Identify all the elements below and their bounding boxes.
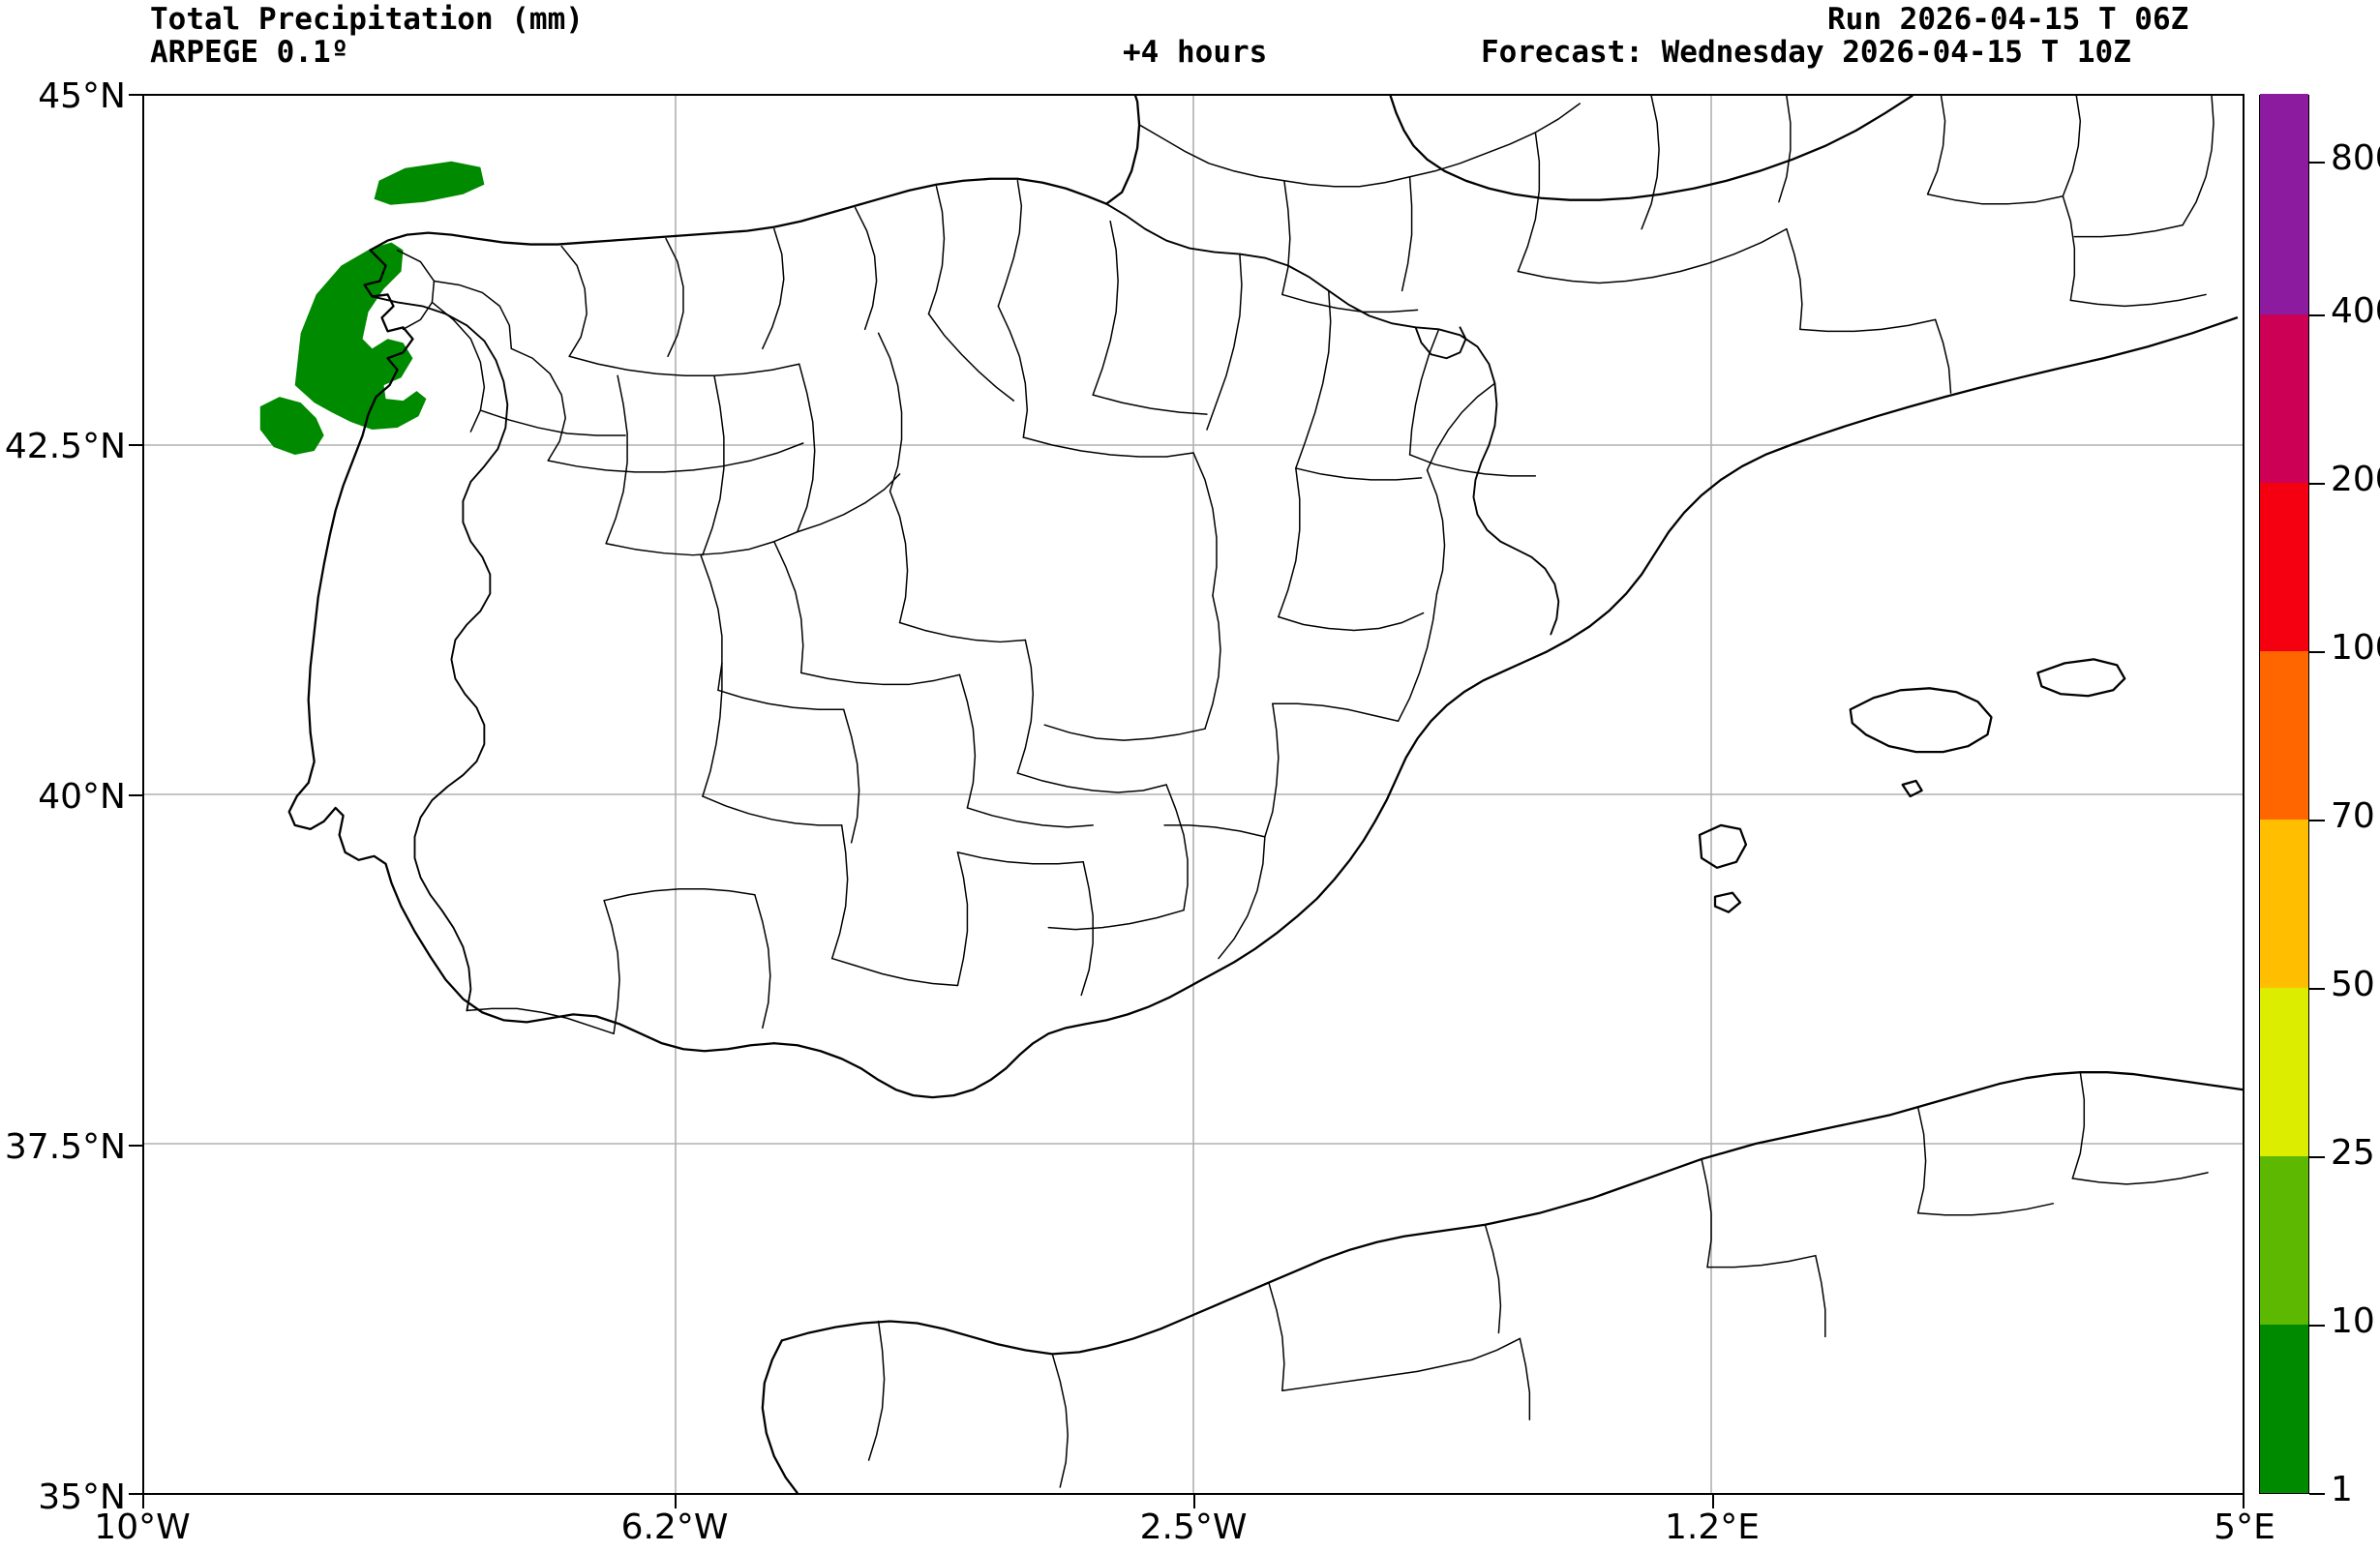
colorbar-band-100-200 bbox=[2260, 483, 2308, 651]
colorbar-band-10-25 bbox=[2260, 1156, 2308, 1325]
graticule-gridlines bbox=[144, 96, 2243, 1493]
y-tick-label-45n: 45°N bbox=[38, 76, 126, 116]
colorbar-label-50: 50 bbox=[2331, 965, 2375, 1004]
y-tick-mark-35n bbox=[129, 1493, 142, 1495]
colorbar-tick-10 bbox=[2309, 1325, 2325, 1327]
y-tick-mark-425n bbox=[129, 444, 142, 446]
y-tick-label-375n: 37.5°N bbox=[4, 1127, 126, 1167]
colorbar-label-25: 25 bbox=[2331, 1133, 2375, 1173]
colorbar-label-200: 200 bbox=[2331, 460, 2380, 499]
colorbar-tick-25 bbox=[2309, 1156, 2325, 1158]
lead-time-label: +4 hours bbox=[1123, 35, 1268, 70]
map-plot-area bbox=[142, 94, 2244, 1495]
x-tick-label-25w: 2.5°W bbox=[1139, 1507, 1248, 1547]
map-canvas bbox=[144, 96, 2243, 1493]
colorbar-tick-70 bbox=[2309, 820, 2325, 821]
x-tick-label-12e: 1.2°E bbox=[1665, 1507, 1760, 1547]
y-tick-label-425n: 42.5°N bbox=[4, 427, 126, 466]
colorbar-label-10: 10 bbox=[2331, 1301, 2375, 1341]
country-borders bbox=[371, 202, 1560, 1012]
colorbar-band-25-50 bbox=[2260, 988, 2308, 1156]
colorbar-label-100: 100 bbox=[2331, 628, 2380, 668]
x-tick-mark-10w bbox=[142, 1495, 144, 1508]
colorbar-band-1-10 bbox=[2260, 1325, 2308, 1493]
y-tick-label-35n: 35°N bbox=[38, 1477, 126, 1517]
page-title: Total Precipitation (mm) bbox=[150, 2, 584, 37]
colorbar-label-400: 400 bbox=[2331, 291, 2380, 331]
province-borders bbox=[396, 96, 2214, 1488]
colorbar-tick-100 bbox=[2309, 651, 2325, 653]
chart-header: Total Precipitation (mm) ARPEGE 0.1º +4 … bbox=[0, 0, 2380, 70]
forecast-valid-label: Forecast: Wednesday 2026-04-15 T 10Z bbox=[1481, 35, 2131, 70]
x-tick-label-5e: 5°E bbox=[2214, 1507, 2275, 1547]
colorbar-tick-1 bbox=[2309, 1493, 2325, 1495]
colorbar-band-400-800 bbox=[2260, 94, 2308, 314]
colorbar-tick-50 bbox=[2309, 988, 2325, 990]
model-label: ARPEGE 0.1º bbox=[150, 35, 349, 70]
colorbar-label-70: 70 bbox=[2331, 796, 2375, 836]
colorbar-band-70-100 bbox=[2260, 651, 2308, 820]
colorbar-band-200-400 bbox=[2260, 314, 2308, 483]
colorbar-label-1: 1 bbox=[2331, 1470, 2353, 1509]
x-tick-mark-12e bbox=[1712, 1495, 1714, 1508]
x-tick-label-10w: 10°W bbox=[94, 1507, 191, 1547]
x-tick-mark-5e bbox=[2243, 1495, 2244, 1508]
colorbar bbox=[2259, 94, 2309, 1494]
y-tick-mark-375n bbox=[129, 1145, 142, 1147]
colorbar-tick-400 bbox=[2309, 314, 2325, 316]
y-tick-mark-40n bbox=[129, 794, 142, 796]
colorbar-label-800: 800 bbox=[2331, 138, 2380, 178]
x-tick-label-62w: 6.2°W bbox=[620, 1507, 729, 1547]
run-datetime-label: Run 2026-04-15 T 06Z bbox=[1827, 2, 2189, 37]
x-tick-mark-62w bbox=[675, 1495, 677, 1508]
x-tick-mark-25w bbox=[1193, 1495, 1195, 1508]
colorbar-tick-200 bbox=[2309, 483, 2325, 485]
coastline bbox=[287, 96, 2243, 1493]
colorbar-tick-800 bbox=[2309, 162, 2325, 164]
colorbar-band-50-70 bbox=[2260, 820, 2308, 988]
precipitation-shading bbox=[259, 161, 485, 455]
y-tick-mark-45n bbox=[129, 94, 142, 96]
y-tick-label-40n: 40°N bbox=[38, 777, 126, 817]
